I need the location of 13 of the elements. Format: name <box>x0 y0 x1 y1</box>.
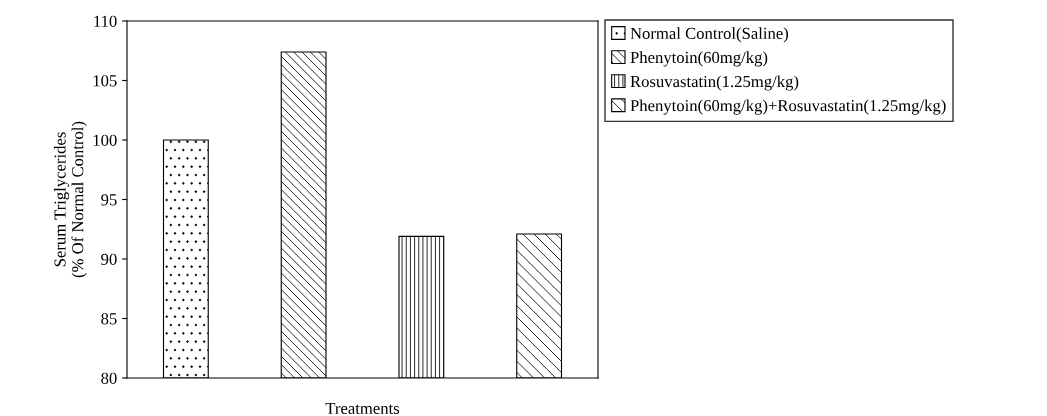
y-tick-label: 105 <box>93 75 117 87</box>
y-axis-title: Serum Triglycerides (% Of Normal Control) <box>53 121 87 278</box>
legend-label: Phenytoin(60mg/kg)+Rosuvastatin(1.25mg/kg) <box>630 99 946 115</box>
x-axis-title: Treatments <box>325 402 400 415</box>
y-tick-label: 100 <box>93 134 117 146</box>
y-tick-label: 110 <box>94 15 117 27</box>
y-tick-label: 95 <box>101 194 117 206</box>
y-tick-label: 90 <box>101 253 117 265</box>
legend-label: Phenytoin(60mg/kg) <box>630 51 768 67</box>
y-tick-label: 85 <box>101 313 117 325</box>
legend-label: Normal Control(Saline) <box>630 27 789 43</box>
y-tick-label: 80 <box>101 372 117 384</box>
legend-label: Rosuvastatin(1.25mg/kg) <box>630 75 799 91</box>
